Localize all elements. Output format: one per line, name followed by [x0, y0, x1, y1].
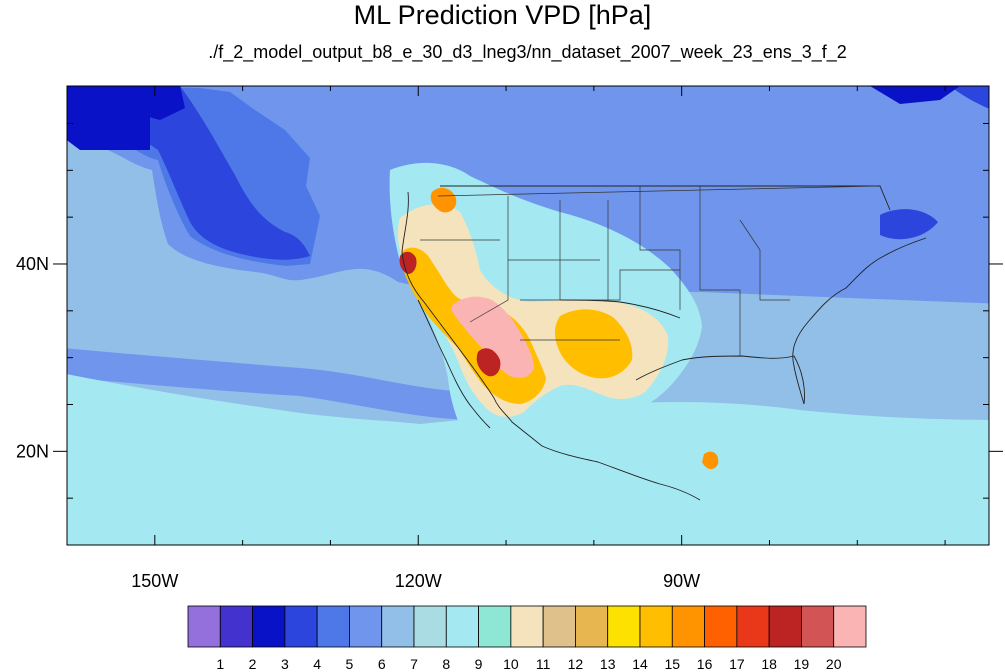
colorbar-swatch: [833, 605, 867, 648]
colorbar-label: 8: [442, 656, 450, 672]
colorbar-label: 2: [249, 656, 257, 672]
state-border: [469, 196, 509, 323]
colorbar-label: 15: [664, 656, 680, 672]
colorbar-swatch: [801, 605, 835, 648]
colorbar-label: 16: [697, 656, 713, 672]
colorbar-label: 7: [410, 656, 418, 672]
x-tick-label: 150W: [131, 571, 178, 591]
coastline: [401, 191, 599, 463]
colorbar-swatch: [736, 605, 770, 648]
contour-region-5: [67, 348, 478, 420]
colorbar-swatch: [316, 605, 350, 648]
coastline: [440, 185, 891, 211]
colorbar-label: 1: [216, 656, 224, 672]
colorbar-swatch: [542, 605, 576, 648]
coastline: [635, 355, 805, 405]
colorbar-swatch: [252, 605, 286, 648]
state-border: [739, 219, 790, 301]
colorbar-swatch: [445, 605, 479, 648]
colorbar-label: 14: [632, 656, 648, 672]
map-plot-area: [67, 86, 989, 545]
colorbar-label: 18: [761, 656, 777, 672]
colorbar-label: 4: [313, 656, 321, 672]
state-border: [639, 186, 681, 310]
colorbar-swatch: [187, 605, 221, 648]
state-border: [699, 186, 741, 356]
x-tick-label: 120W: [395, 571, 442, 591]
colorbar-swatch: [284, 605, 318, 648]
axis-ticks: 150W 120W 90W 40N 20N: [16, 86, 1003, 591]
map-frame: [66, 85, 990, 546]
state-border: [437, 185, 879, 197]
colorbar-swatch: [768, 605, 802, 648]
colorbar-swatch: [413, 605, 447, 648]
colorbar-label: 20: [826, 656, 842, 672]
chart-subtitle: ./f_2_model_output_b8_e_30_d3_lneg3/nn_d…: [208, 42, 847, 62]
colorbar-label: 5: [346, 656, 354, 672]
chart-title: ML Prediction VPD [hPa]: [353, 0, 652, 30]
contour-fill-layer: [67, 86, 989, 545]
contour-region-2: [67, 86, 150, 150]
colorbar-swatch: [639, 605, 673, 648]
colorbar-swatch: [671, 605, 705, 648]
contour-region-3: [950, 86, 989, 109]
state-border: [520, 269, 680, 301]
contour-region-15: [702, 451, 719, 470]
colorbar-swatch: [704, 605, 738, 648]
colorbar-label: 10: [503, 656, 519, 672]
colorbar-label: 11: [536, 656, 551, 672]
y-tick-label: 40N: [16, 254, 49, 274]
colorbar-label: 3: [281, 656, 289, 672]
x-tick-label: 90W: [663, 571, 700, 591]
coastline: [792, 237, 927, 405]
contour-region-15: [430, 187, 457, 213]
colorbar-swatch: [219, 605, 253, 648]
contour-region-18: [399, 251, 417, 274]
coastline-border-layer: [401, 185, 927, 501]
contour-region-18: [476, 348, 501, 377]
colorbar-label: 17: [729, 656, 745, 672]
contour-region-14: [554, 309, 633, 379]
colorbar-swatch: [575, 605, 609, 648]
colorbar-label: 12: [568, 656, 584, 672]
colorbar-swatch: [349, 605, 383, 648]
colorbar-swatch: [510, 605, 544, 648]
y-tick-label: 20N: [16, 441, 49, 461]
colorbar: 1 2 3 4 5 6 7 8 9 10 11 12 13 14 15 16 17 18 19 20: [187, 605, 867, 672]
coastline: [597, 461, 701, 501]
colorbar-swatch: [607, 605, 641, 648]
colorbar-swatch: [478, 605, 512, 648]
colorbar-label: 6: [378, 656, 386, 672]
contour-region-20: [451, 296, 534, 378]
colorbar-swatch: [381, 605, 415, 648]
coastline: [417, 299, 491, 429]
colorbar-label: 9: [475, 656, 483, 672]
colorbar-label: 19: [794, 656, 810, 672]
colorbar-label: 13: [600, 656, 616, 672]
contour-region-2: [870, 86, 960, 104]
contour-region-3: [880, 209, 938, 240]
